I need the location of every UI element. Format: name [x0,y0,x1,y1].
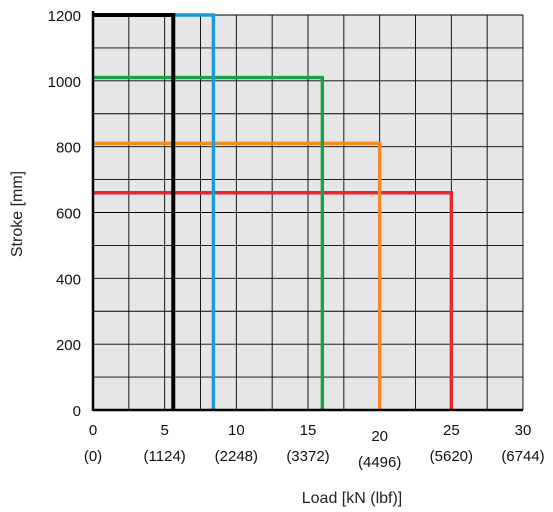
y-tick-labels: 0 200 400 600 800 1000 1200 [48,8,81,420]
x-tick-label: 20 [371,428,388,445]
x-tick-sublabel: (4496) [358,454,401,471]
x-tick-sublabel: (2248) [215,448,258,465]
x-tick-sublabel: (0) [84,448,102,465]
x-tick-label: 25 [443,422,460,439]
x-tick-label: 30 [515,422,532,439]
y-axis-title: Stroke [mm] [9,171,26,257]
x-tick-label: 5 [160,422,168,439]
x-axis-title: Load [kN (lbf)] [302,490,402,507]
y-tick-label: 1000 [48,74,81,91]
x-tick-sublabel: (5620) [430,448,473,465]
y-tick-label: 400 [56,271,81,288]
y-tick-label: 1200 [48,8,81,25]
x-tick-sublabel: (6744) [501,448,544,465]
x-tick-label: 0 [89,422,97,439]
y-tick-label: 800 [56,140,81,157]
x-tick-label: 10 [228,422,245,439]
x-tick-sublabel: (1124) [144,448,186,465]
y-tick-label: 0 [73,403,81,420]
y-tick-label: 600 [56,206,81,223]
x-tick-sublabel: (3372) [286,448,329,465]
x-tick-labels: 0 (0) 5 (1124) 10 (2248) 15 (3372) 20 (4496) 25 (56… [84,422,545,471]
x-tick-label: 15 [300,422,317,439]
y-tick-label: 200 [56,337,81,354]
